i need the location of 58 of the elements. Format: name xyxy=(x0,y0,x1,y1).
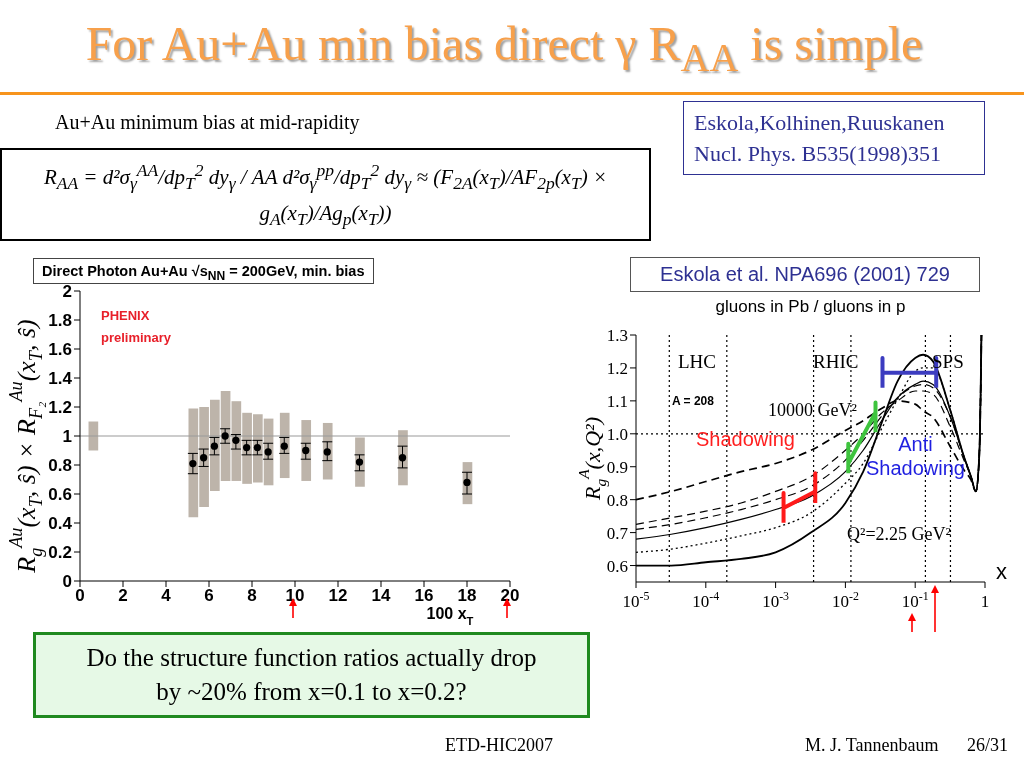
annotation: preliminary xyxy=(101,330,172,346)
annotation: Q²=2.25 GeV² xyxy=(847,524,951,545)
annotation: PHENIX xyxy=(101,308,150,324)
text: Do the structure function ratios actually drop by ~20% from x=0.1 to x=0.2? xyxy=(85,643,538,707)
x-axis-title: 100 x$_{T}$ xyxy=(426,605,474,627)
annotation: Anti Shadowing xyxy=(866,432,965,480)
y-tick-label: 1.8 xyxy=(48,311,72,330)
y-tick-label: 1.3 xyxy=(606,326,628,345)
x-tick-label: 12 xyxy=(328,586,348,605)
text: M. J. Tannenbaum xyxy=(805,735,939,756)
x-tick-label: 0 xyxy=(75,586,85,605)
chart-title: gluons in Pb / gluons in p xyxy=(714,297,907,317)
text: Eskola,Kolhinen,Ruuskanen Nucl. Phys. B535(1998)351 xyxy=(683,101,985,175)
x-tick-label: 14 xyxy=(371,586,391,605)
x-tick-label: 16 xyxy=(414,586,434,605)
y-tick-label: 1.0 xyxy=(606,424,628,444)
y-tick-label: 1.1 xyxy=(606,391,628,411)
x-tick-label: 20 xyxy=(500,586,520,605)
x-tick-label: 10$^{-4}$ xyxy=(692,589,720,611)
annotation: Shadowing xyxy=(696,428,795,451)
text: Eskola et al. NPA696 (2001) 729 xyxy=(630,257,980,292)
x-tick-label: 10 xyxy=(285,586,305,605)
y-tick-label: 0.7 xyxy=(606,523,629,543)
y-tick-label: 0 xyxy=(62,572,72,591)
y-tick-label: 0.2 xyxy=(48,543,72,562)
annotation: 10000 GeV² xyxy=(768,400,857,421)
x-tick-label: 10$^{-2}$ xyxy=(831,589,859,611)
annotation: LHC xyxy=(678,351,716,373)
x-tick-label: 8 xyxy=(247,586,257,605)
y-tick-label: 0.6 xyxy=(48,485,72,504)
x-tick-label: 6 xyxy=(204,586,214,605)
x-tick-label: 4 xyxy=(161,586,172,605)
y-tick-label: 0.8 xyxy=(48,456,72,475)
x-tick-label: 18 xyxy=(457,586,477,605)
y-tick-label: 0.8 xyxy=(606,490,628,510)
chart-title: Direct Photon Au+Au √s$_{NN}$ = 200GeV, min. bias xyxy=(42,263,365,283)
text: Au+Au minimum bias at mid-rapidity xyxy=(55,111,360,134)
x-tick-label: 10$^{-3}$ xyxy=(762,589,790,611)
y-tick-label: 1 xyxy=(62,427,72,446)
y-tick-label: 1.6 xyxy=(48,340,72,359)
x-tick-label: 1 xyxy=(980,592,990,611)
text: 26/31 xyxy=(967,735,1009,756)
text: ETD-HIC2007 xyxy=(445,735,553,756)
y-tick-label: 0.9 xyxy=(606,457,628,477)
text: R$_{AA}$ = d²σ$_{γ}$$^{AA}$/dp$_{T}$$^{2}$ dy$_{γ}$ / AA d²σ$_{γ}$$^{pp}$/dp$_{T}$$^{2}$ dy$_{γ}$ ≈ (F$_{2A}$(x$_{T}$)/AF$_{2p}$(x$_{T}$) × g$_{A}$(x$_{T}$)/Ag$_{p}$(x$_{T}$)) xyxy=(43,159,608,230)
x-axis-title: x xyxy=(996,559,1007,584)
y-tick-label: 1.2 xyxy=(48,398,72,417)
annotation: A = 208 xyxy=(672,394,714,408)
x-tick-label: 10$^{-1}$ xyxy=(901,589,929,611)
x-tick-label: 2 xyxy=(118,586,128,605)
text: For Au+Au min bias direct γ R$_{AA}$ is simple xyxy=(84,16,924,81)
y-tick-label: 0.4 xyxy=(48,514,73,533)
y-tick-label: 1.4 xyxy=(48,369,73,388)
x-tick-label: 10$^{-5}$ xyxy=(622,589,650,611)
y-tick-label: 1.2 xyxy=(606,358,628,378)
y-tick-label: 2 xyxy=(62,282,72,301)
annotation: RHIC xyxy=(813,351,859,373)
y-tick-label: 0.6 xyxy=(606,556,628,576)
